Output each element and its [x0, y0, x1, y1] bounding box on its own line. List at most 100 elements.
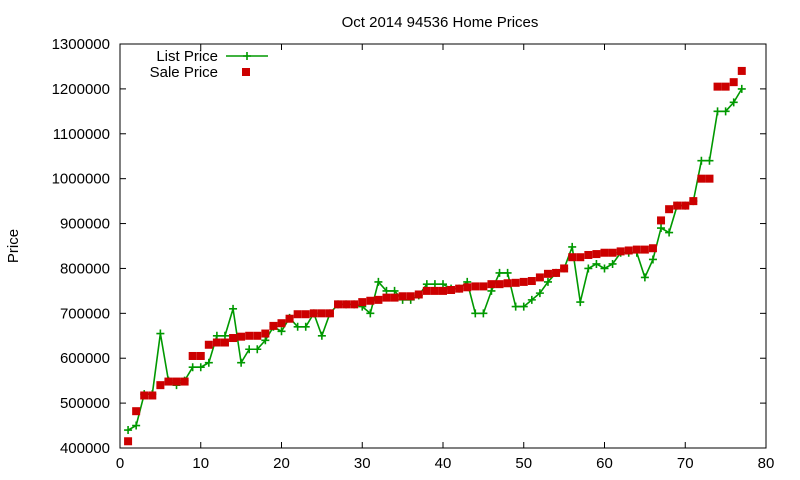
sale-price-point: [471, 282, 480, 291]
sale-price-point: [447, 285, 456, 294]
sale-price-point: [430, 286, 439, 295]
sale-price-point: [624, 246, 633, 255]
sale-price-point: [729, 78, 738, 87]
sale-price-point: [398, 292, 407, 301]
list-price-point: [301, 322, 310, 331]
sale-price-point: [188, 351, 197, 360]
sale-price-point: [277, 319, 286, 328]
sale-price-point: [487, 280, 496, 289]
list-price-point: [527, 295, 536, 304]
list-price-point: [511, 302, 520, 311]
sale-price-point: [576, 253, 585, 262]
list-price-point: [212, 331, 221, 340]
sale-price-point: [253, 331, 262, 340]
sale-price-point: [293, 310, 302, 319]
legend-marker-sale-price: [242, 68, 250, 76]
list-price-point: [697, 156, 706, 165]
sale-price-point: [261, 329, 270, 338]
list-price-point: [293, 322, 302, 331]
list-price-point: [503, 268, 512, 277]
list-price-point: [237, 358, 246, 367]
list-price-point: [608, 259, 617, 268]
y-tick-label: 1200000: [52, 81, 110, 98]
sale-price-point: [479, 282, 488, 291]
list-price-point: [245, 345, 254, 354]
list-price-point: [132, 421, 141, 430]
sale-price-point: [414, 290, 423, 299]
sale-price-point: [124, 437, 133, 446]
list-price-point: [705, 156, 714, 165]
sale-price-point: [697, 174, 706, 183]
sale-price-point: [382, 293, 391, 302]
list-price-point: [390, 286, 399, 295]
sale-price-point: [309, 309, 318, 318]
list-price-point: [665, 228, 674, 237]
list-price-point: [721, 107, 730, 116]
list-price-point: [479, 309, 488, 318]
y-tick-label: 1000000: [52, 171, 110, 188]
sale-price-point: [665, 205, 674, 214]
sale-price-point: [568, 253, 577, 262]
sale-price-point: [212, 338, 221, 347]
list-price-point: [648, 255, 657, 264]
sale-price-point: [390, 293, 399, 302]
sale-price-point: [552, 268, 561, 277]
list-price-point: [584, 264, 593, 273]
sale-price-point: [503, 279, 512, 288]
y-tick-label: 1100000: [53, 126, 110, 143]
list-price-point: [196, 363, 205, 372]
x-tick-label: 70: [677, 455, 694, 472]
sale-price-point: [495, 280, 504, 289]
sale-price-point: [648, 244, 657, 253]
list-price-point: [430, 280, 439, 289]
sale-price-point: [140, 391, 149, 400]
sale-price-point: [285, 314, 294, 323]
sale-price-point: [366, 296, 375, 305]
sale-price-point: [196, 351, 205, 360]
list-price-point: [657, 224, 666, 233]
y-axis-label: Price: [5, 229, 22, 263]
list-price-point: [592, 259, 601, 268]
sale-price-point: [374, 295, 383, 304]
sale-price-point: [422, 286, 431, 295]
x-tick-label: 20: [273, 455, 290, 472]
list-price-point: [382, 286, 391, 295]
plot-frame: [119, 43, 767, 449]
sale-price-point: [511, 278, 520, 287]
list-price-point: [535, 289, 544, 298]
sale-price-point: [164, 377, 173, 386]
x-tick-label: 0: [116, 455, 124, 472]
sale-price-point: [455, 284, 464, 293]
sale-price-point: [229, 334, 238, 343]
sale-price-point: [156, 381, 165, 390]
x-tick-label: 40: [435, 455, 452, 472]
sale-price-point: [527, 277, 536, 286]
sale-price-point: [543, 269, 552, 278]
sale-price-point: [148, 391, 157, 400]
sale-price-point: [721, 82, 730, 91]
sale-price-point: [632, 245, 641, 254]
x-tick-label: 30: [354, 455, 371, 472]
series-layer: [124, 66, 746, 446]
y-tick-label: 700000: [60, 305, 110, 322]
list-price-point: [713, 107, 722, 116]
sale-price-point: [220, 338, 229, 347]
list-price-point: [204, 358, 213, 367]
sale-price-point: [681, 201, 690, 210]
sale-price-point: [713, 82, 722, 91]
list-price-point: [261, 336, 270, 345]
sale-price-point: [334, 300, 343, 309]
sale-price-point: [592, 250, 601, 259]
sale-price-point: [439, 286, 447, 295]
list-price-point: [600, 264, 609, 273]
sale-price-point: [350, 300, 359, 309]
list-price-point: [576, 298, 585, 307]
sale-price-point: [673, 201, 682, 210]
y-tick-label: 400000: [60, 440, 110, 457]
sale-price-point: [616, 247, 625, 256]
list-price-point: [253, 345, 262, 354]
list-price-point: [471, 309, 480, 318]
list-price-point: [487, 286, 496, 295]
list-price-point: [366, 309, 375, 318]
